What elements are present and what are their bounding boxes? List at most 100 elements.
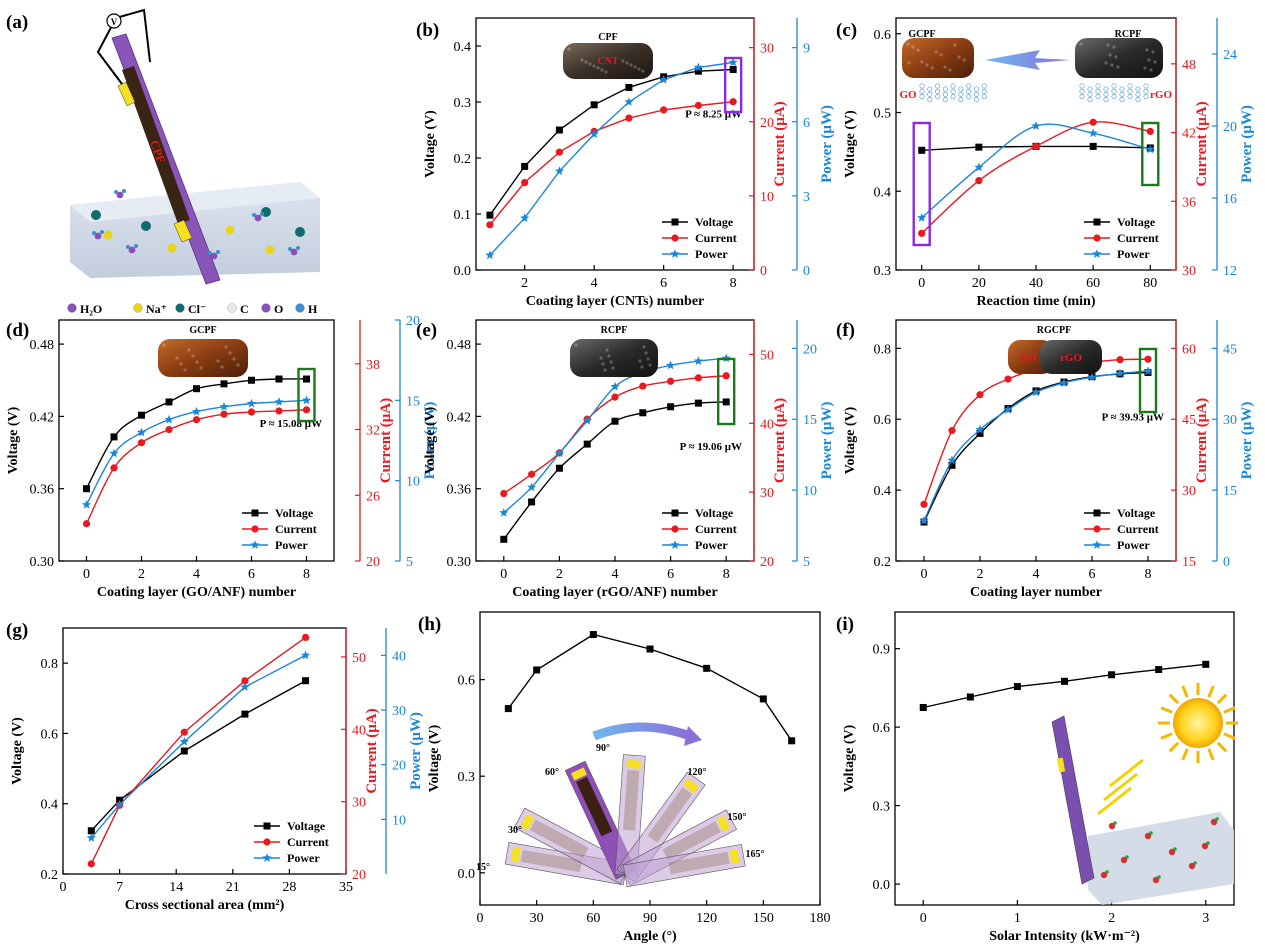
fabric-texture [611, 366, 615, 370]
fabric-texture [600, 68, 604, 72]
tilted-device-icon [504, 841, 628, 886]
y3-tick-label: 10 [392, 813, 406, 828]
water-molecule-icon [260, 212, 264, 216]
angle-label: 30° [508, 825, 522, 836]
graphene-cell [1103, 97, 1109, 103]
fabric-texture [925, 63, 929, 67]
sun-ray [1181, 685, 1189, 698]
y-tick-label: 0.3 [454, 96, 472, 111]
x-tick-label: 14 [169, 880, 183, 895]
point-power [919, 516, 929, 525]
point-voltage [500, 535, 508, 543]
point-power [1087, 372, 1097, 382]
y2-tick-label: 20 [760, 555, 774, 570]
legend-label: Voltage [287, 819, 326, 833]
highlight-box [717, 357, 736, 426]
panel-letter: (e) [416, 320, 437, 341]
point-power [659, 75, 669, 84]
y-axis-title: Voltage (V) [427, 724, 442, 792]
sun-ray [1216, 741, 1228, 753]
legend-label: Power [275, 538, 308, 552]
point-power [582, 415, 592, 425]
point-voltage [1089, 142, 1097, 150]
sodium-ion-icon [167, 243, 177, 253]
y-tick-label: 0.3 [458, 770, 476, 785]
reaction-arrow-icon [985, 50, 1070, 70]
inset-title-right: RCPF [1115, 29, 1142, 40]
x-tick-label: 60 [1086, 276, 1100, 291]
point-voltage [528, 498, 536, 506]
legend-marker [67, 303, 77, 313]
fabric-texture [920, 60, 924, 64]
y2-tick-label: 20 [352, 868, 366, 883]
highlight-box [1138, 347, 1158, 414]
y2-tick-label: 48 [1182, 58, 1196, 73]
y-tick-label: 0.30 [447, 555, 472, 570]
y3-tick-label: 5 [406, 555, 413, 570]
point-power [947, 455, 957, 465]
y3-tick-label: 12 [1223, 264, 1237, 279]
water-molecule-icon [1144, 832, 1152, 840]
fabric-texture [633, 65, 637, 69]
reduced-graphene-sheet-icon [1079, 83, 1149, 103]
device-substrate [622, 843, 746, 888]
point-power [136, 427, 147, 437]
graphene-cell [973, 86, 979, 92]
y3-tick-label: 15 [406, 394, 420, 409]
y-tick-label: 0.48 [30, 338, 55, 353]
legend-label: Power [695, 247, 728, 261]
point-voltage [138, 411, 145, 419]
legend-marker [133, 303, 143, 313]
legend-label: C [240, 302, 249, 316]
point-power [191, 406, 202, 416]
panel-letter: (f) [836, 320, 855, 341]
fabric-texture [930, 66, 934, 70]
point-voltage [583, 440, 591, 448]
highlight-box [1141, 121, 1160, 187]
light-ray-icon [1097, 786, 1132, 816]
point-current [301, 633, 310, 642]
fabric-texture [183, 368, 187, 372]
y3-axis-title: Power (μW) [1239, 105, 1255, 183]
point-power [499, 508, 509, 517]
chart-h: (h) 0 30 60 90 120 150 180 Angle (°) 0.0 0.3 0.6 Vol… [418, 611, 831, 944]
point-current [611, 393, 619, 401]
sun-ray [1207, 685, 1215, 698]
legend-label: Current [275, 522, 317, 536]
y-tick-label: 0.30 [30, 555, 55, 570]
water-container-icon [1088, 812, 1234, 905]
x-axis-title: Coating layer number [970, 585, 1102, 600]
point-voltage [193, 385, 200, 393]
light-ray-icon [1103, 772, 1138, 802]
fabric-texture [592, 64, 596, 68]
legend-marker [1092, 249, 1102, 258]
device-fabric [668, 851, 730, 875]
y-tick-label: 0.5 [874, 107, 892, 122]
x-tick-label: 20 [972, 276, 986, 291]
x-tick-label: 30 [530, 911, 544, 926]
fabric-texture [605, 348, 609, 352]
fabric-texture [599, 356, 603, 360]
point-power [1003, 405, 1013, 414]
legend-marker [227, 303, 237, 313]
graphene-cell [1087, 86, 1093, 92]
graphene-cell [1111, 94, 1117, 100]
legend-label: O [274, 302, 283, 316]
power-annotation: P ≈ 19.06 μW [680, 441, 742, 453]
legend-marker [295, 303, 305, 313]
graphene-cell [973, 91, 979, 97]
fabric-texture [625, 61, 629, 65]
chart-i: (i) 0 1 2 3 Solar Intensity (kW·m⁻²) 0.0 0.3 0.6… [836, 611, 1235, 944]
sun-ray [1160, 706, 1173, 714]
device-electrode [1056, 757, 1066, 773]
legend-label: Voltage [695, 215, 734, 229]
y3-tick-label: 0 [803, 264, 810, 279]
point-voltage [555, 126, 563, 134]
device-electrode [520, 813, 535, 831]
device-electrode [173, 219, 193, 243]
x-tick-label: 4 [1033, 567, 1040, 582]
sodium-ion-icon [103, 230, 113, 240]
graphene-cell [919, 94, 925, 100]
point-current [87, 860, 95, 868]
graphene-cell [1111, 83, 1117, 89]
